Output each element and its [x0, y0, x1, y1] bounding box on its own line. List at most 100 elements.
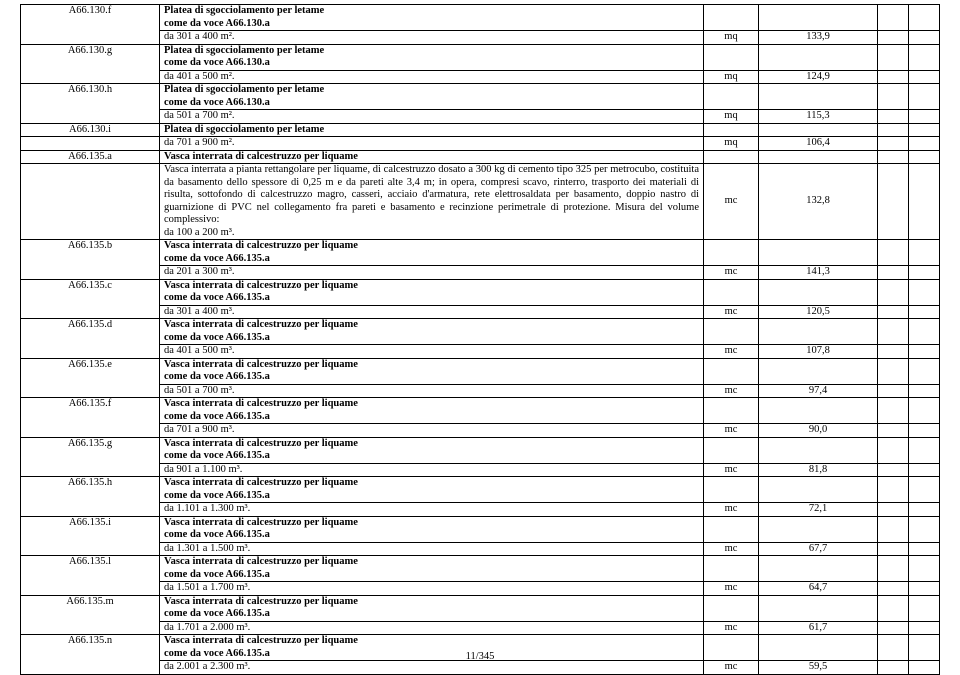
desc-title: Vasca interrata di calcestruzzo per liqu…: [160, 556, 704, 582]
blank-cell: [909, 424, 940, 438]
val-cell: [759, 398, 878, 424]
unit-cell: mc: [704, 542, 759, 556]
code-cell: A66.135.e: [21, 358, 160, 398]
unit-cell: [704, 477, 759, 503]
unit-cell: mc: [704, 582, 759, 596]
blank-cell: [878, 70, 909, 84]
desc-title: Vasca interrata di calcestruzzo per liqu…: [160, 398, 704, 424]
val-cell: [759, 279, 878, 305]
val-cell: 120,5: [759, 305, 878, 319]
code-cell: A66.135.g: [21, 437, 160, 477]
blank-cell: [878, 398, 909, 424]
val-cell: 132,8: [759, 164, 878, 240]
desc-range: da 701 a 900 m².: [160, 137, 704, 151]
unit-cell: mc: [704, 384, 759, 398]
val-cell: 133,9: [759, 31, 878, 45]
desc-title: Vasca interrata di calcestruzzo per liqu…: [160, 319, 704, 345]
desc-range: da 201 a 300 m³.: [160, 266, 704, 280]
desc-range: da 1.701 a 2.000 m³.: [160, 621, 704, 635]
blank-cell: [878, 44, 909, 70]
desc-title: Vasca interrata di calcestruzzo per liqu…: [160, 516, 704, 542]
blank-cell: [909, 123, 940, 137]
blank-cell: [909, 44, 940, 70]
blank-cell: [878, 595, 909, 621]
blank-cell: [878, 621, 909, 635]
desc-title: Vasca interrata di calcestruzzo per liqu…: [160, 150, 704, 164]
page-number: 11/345: [0, 651, 960, 662]
val-cell: 115,3: [759, 110, 878, 124]
unit-cell: [704, 240, 759, 266]
desc-title: Platea di sgocciolamento per letamecome …: [160, 44, 704, 70]
desc-long: Vasca interrata a pianta rettangolare pe…: [160, 164, 704, 240]
unit-cell: mc: [704, 661, 759, 675]
val-cell: 124,9: [759, 70, 878, 84]
desc-range: da 401 a 500 m³.: [160, 345, 704, 359]
code-cell: A66.135.i: [21, 516, 160, 556]
desc-title: Vasca interrata di calcestruzzo per liqu…: [160, 358, 704, 384]
blank-cell: [909, 595, 940, 621]
blank-cell: [909, 503, 940, 517]
val-cell: [759, 5, 878, 31]
desc-range: da 1.101 a 1.300 m³.: [160, 503, 704, 517]
unit-cell: [704, 84, 759, 110]
unit-cell: [704, 5, 759, 31]
val-cell: 97,4: [759, 384, 878, 398]
code-cell: A66.130.g: [21, 44, 160, 84]
unit-cell: [704, 398, 759, 424]
code-cell: A66.135.h: [21, 477, 160, 517]
val-cell: 106,4: [759, 137, 878, 151]
code-cell: A66.135.l: [21, 556, 160, 596]
unit-cell: [704, 123, 759, 137]
blank-cell: [878, 31, 909, 45]
code-cell: A66.135.b: [21, 240, 160, 280]
unit-cell: [704, 556, 759, 582]
val-cell: [759, 123, 878, 137]
blank-cell: [909, 164, 940, 240]
blank-cell: [878, 542, 909, 556]
unit-cell: [704, 279, 759, 305]
val-cell: 64,7: [759, 582, 878, 596]
desc-range: da 1.501 a 1.700 m³.: [160, 582, 704, 596]
blank-cell: [909, 266, 940, 280]
val-cell: [759, 44, 878, 70]
blank-cell: [909, 661, 940, 675]
desc-title: Vasca interrata di calcestruzzo per liqu…: [160, 437, 704, 463]
code-cell: A66.135.a: [21, 150, 160, 164]
desc-title: Vasca interrata di calcestruzzo per liqu…: [160, 279, 704, 305]
val-cell: [759, 437, 878, 463]
code-cell: A66.135.c: [21, 279, 160, 319]
blank-cell: [909, 437, 940, 463]
unit-cell: mc: [704, 164, 759, 240]
unit-cell: [704, 437, 759, 463]
desc-title: Vasca interrata di calcestruzzo per liqu…: [160, 595, 704, 621]
unit-cell: mc: [704, 266, 759, 280]
blank-cell: [878, 137, 909, 151]
val-cell: 72,1: [759, 503, 878, 517]
blank-cell: [878, 123, 909, 137]
blank-cell: [909, 582, 940, 596]
blank-cell: [909, 477, 940, 503]
desc-title: Vasca interrata di calcestruzzo per liqu…: [160, 240, 704, 266]
val-cell: [759, 319, 878, 345]
blank-cell: [909, 621, 940, 635]
val-cell: [759, 516, 878, 542]
blank-cell: [878, 384, 909, 398]
desc-range: da 501 a 700 m².: [160, 110, 704, 124]
val-cell: [759, 556, 878, 582]
val-cell: 61,7: [759, 621, 878, 635]
blank-cell: [878, 266, 909, 280]
val-cell: [759, 595, 878, 621]
unit-cell: mc: [704, 503, 759, 517]
blank-cell: [878, 110, 909, 124]
blank-cell: [878, 463, 909, 477]
desc-range: da 301 a 400 m³.: [160, 305, 704, 319]
desc-range: da 301 a 400 m².: [160, 31, 704, 45]
val-cell: 107,8: [759, 345, 878, 359]
blank-cell: [878, 516, 909, 542]
code-cell: A66.130.f: [21, 5, 160, 45]
blank-cell: [878, 150, 909, 164]
val-cell: [759, 150, 878, 164]
val-cell: 59,5: [759, 661, 878, 675]
blank-cell: [909, 150, 940, 164]
unit-cell: mc: [704, 424, 759, 438]
